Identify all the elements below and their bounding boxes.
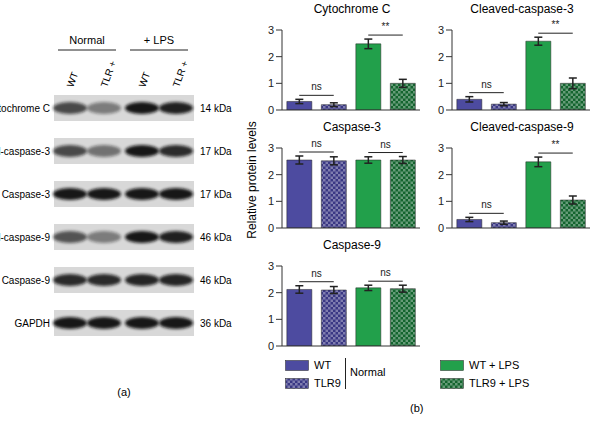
html-text:(b): (b) <box>410 402 424 414</box>
html-text:TLR9 + LPS: TLR9 + LPS <box>469 377 530 390</box>
html-text:Caspase-3: Caspase-3 <box>323 120 381 134</box>
svg-text:ns: ns <box>380 139 391 150</box>
svg-text:46 kDa: 46 kDa <box>200 275 232 286</box>
svg-text:ns: ns <box>311 81 322 92</box>
svg-text:0: 0 <box>268 222 274 234</box>
svg-text:0: 0 <box>438 104 444 116</box>
svg-text:+ LPS: + LPS <box>144 34 174 46</box>
svg-text:17 kDa: 17 kDa <box>200 146 232 157</box>
svg-text:WT: WT <box>65 70 81 88</box>
svg-text:1: 1 <box>438 195 444 207</box>
svg-text:**: ** <box>382 21 390 32</box>
svg-text:0: 0 <box>268 104 274 116</box>
svg-text:36 kDa: 36 kDa <box>200 318 232 329</box>
svg-text:ns: ns <box>311 268 322 279</box>
svg-text:0: 0 <box>438 222 444 234</box>
svg-text:Caspase-3: Caspase-3 <box>2 189 51 200</box>
svg-text:Cleaved-caspase-9: Cleaved-caspase-9 <box>0 232 50 243</box>
html-text:WT + LPS: WT + LPS <box>469 359 520 372</box>
svg-text:Cleaved-caspase-3: Cleaved-caspase-3 <box>0 146 50 157</box>
svg-text:2: 2 <box>268 51 274 63</box>
html-text:Cleaved-caspase-9: Cleaved-caspase-9 <box>470 120 574 134</box>
svg-text:TLR +: TLR + <box>99 59 119 89</box>
svg-text:Cytochrome C: Cytochrome C <box>0 103 50 114</box>
svg-text:ns: ns <box>380 267 391 278</box>
svg-text:3: 3 <box>268 142 274 154</box>
svg-text:3: 3 <box>268 260 274 272</box>
html-text:Relative protein levels: Relative protein levels <box>245 121 259 239</box>
svg-text:(a): (a) <box>117 386 130 398</box>
svg-text:ns: ns <box>481 79 492 90</box>
svg-text:3: 3 <box>438 24 444 36</box>
svg-text:**: ** <box>552 19 560 30</box>
svg-text:1: 1 <box>268 195 274 207</box>
svg-text:TLR +: TLR + <box>171 59 191 89</box>
svg-text:ns: ns <box>311 138 322 149</box>
svg-text:14 kDa: 14 kDa <box>200 103 232 114</box>
svg-text:0: 0 <box>268 340 274 352</box>
svg-text:3: 3 <box>438 142 444 154</box>
svg-text:2: 2 <box>268 287 274 299</box>
html-text:Normal: Normal <box>350 366 386 378</box>
html-text:Cytochrome C: Cytochrome C <box>313 2 391 16</box>
svg-text:Normal: Normal <box>69 34 104 46</box>
svg-text:3: 3 <box>268 24 274 36</box>
html-text:Cleaved-caspase-3: Cleaved-caspase-3 <box>470 2 574 16</box>
svg-text:1: 1 <box>268 313 274 325</box>
svg-text:GAPDH: GAPDH <box>14 318 50 329</box>
svg-text:ns: ns <box>481 199 492 210</box>
html-text:TLR9: TLR9 <box>314 377 341 390</box>
svg-text:17 kDa: 17 kDa <box>200 189 232 200</box>
svg-text:WT: WT <box>137 70 153 88</box>
svg-text:2: 2 <box>438 169 444 181</box>
svg-text:2: 2 <box>438 51 444 63</box>
svg-text:**: ** <box>552 139 560 150</box>
svg-text:2: 2 <box>268 169 274 181</box>
svg-text:1: 1 <box>268 77 274 89</box>
svg-text:Caspase-9: Caspase-9 <box>2 275 51 286</box>
html-text:WT: WT <box>314 359 332 372</box>
svg-text:1: 1 <box>438 77 444 89</box>
svg-text:46 kDa: 46 kDa <box>200 232 232 243</box>
html-text:Caspase-9: Caspase-9 <box>323 238 381 252</box>
